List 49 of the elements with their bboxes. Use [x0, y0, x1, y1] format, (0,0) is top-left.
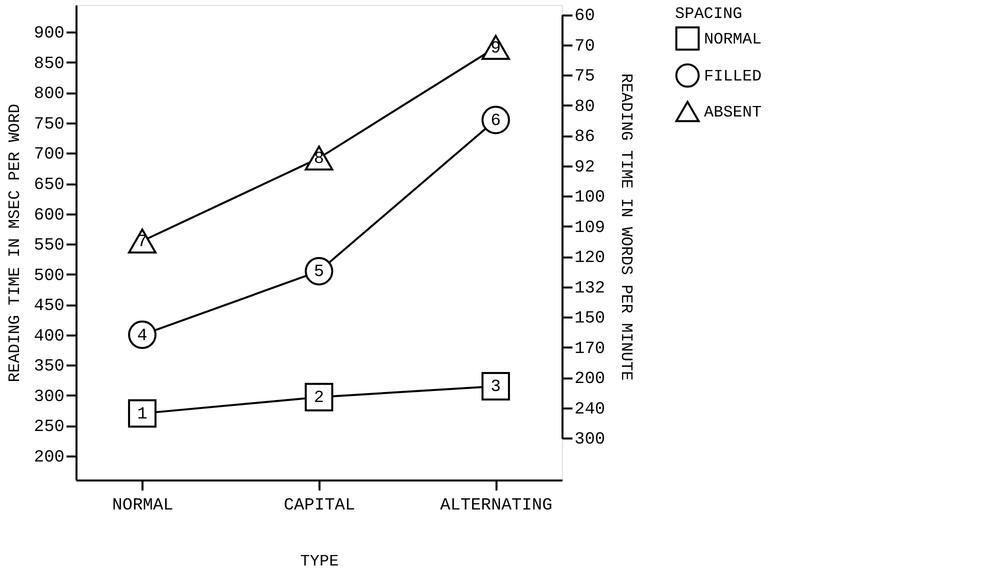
y-tick-label: 250 [34, 418, 64, 438]
y-tick-label: 750 [34, 115, 64, 134]
legend-title: SPACING [675, 5, 742, 23]
category-label: 170 [574, 340, 606, 359]
y-tick-label: 650 [34, 176, 64, 196]
category-label: 150 [574, 310, 606, 329]
legend-label: FILLED [704, 68, 762, 86]
annotation: 3 [490, 378, 501, 398]
legend-label: NORMAL [704, 30, 762, 48]
y-axis-title: READING TIME IN MSEC PER WORD [6, 104, 24, 382]
annotation: 6 [490, 112, 501, 131]
annotation: 4 [137, 326, 148, 346]
x-tick-label: ALTERNATING [440, 496, 552, 516]
category-label: 120 [574, 249, 606, 268]
category-label: 70 [574, 37, 595, 56]
y-tick-label: 700 [34, 146, 64, 165]
category-label: 109 [574, 218, 606, 238]
point [128, 228, 156, 254]
category-label: 92 [574, 158, 595, 178]
y-tick-label: 500 [34, 266, 64, 286]
annotation: 2 [314, 389, 324, 408]
y-tick-label: 550 [34, 236, 64, 256]
y2-axis-title: READING TIME IN WORDS PER MINUTE [617, 73, 636, 381]
legend-label: ABSENT [704, 104, 762, 122]
category-label: 100 [574, 188, 606, 208]
x-tick-label: NORMAL [112, 496, 174, 516]
annotation: 8 [314, 150, 324, 170]
y-tick-label: 200 [34, 448, 64, 468]
category-label: 240 [574, 400, 606, 420]
y-tick-label: 800 [34, 85, 64, 104]
y-tick-label: 350 [34, 358, 64, 377]
y-tick-label: 400 [34, 327, 64, 346]
category-label: 86 [574, 128, 595, 148]
y-tick-label: 900 [34, 24, 64, 44]
annotation: 5 [314, 263, 324, 282]
x-tick-label: CAPITAL [284, 496, 356, 516]
y-tick-label: 300 [34, 388, 64, 407]
category-label: 80 [574, 98, 595, 117]
category-label: 75 [574, 68, 595, 87]
category-label: 60 [574, 7, 595, 26]
annotation: 9 [490, 39, 501, 58]
category-label: 132 [574, 279, 606, 298]
y-tick-label: 600 [34, 206, 64, 226]
y-tick-label: 850 [34, 54, 64, 74]
y-tick-label: 450 [34, 297, 64, 316]
category-label: 300 [574, 430, 606, 450]
category-label: 200 [574, 370, 606, 390]
annotation: 1 [137, 405, 148, 424]
x-axis-title: TYPE [300, 552, 339, 570]
